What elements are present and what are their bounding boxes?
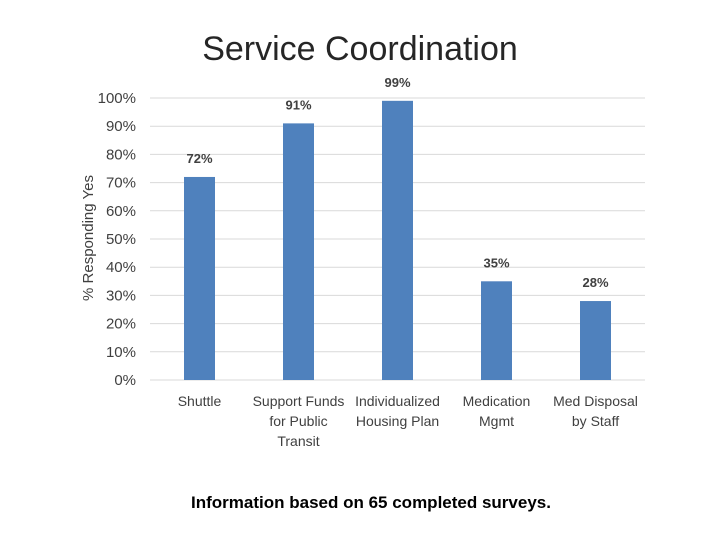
y-tick-label: 90% (106, 118, 136, 135)
data-labels: 72% 91% 99% 35% 28% (186, 75, 608, 290)
y-tick-label: 70% (106, 175, 136, 192)
y-tick-label: 0% (114, 372, 136, 389)
bars (184, 100, 611, 380)
y-tick-label: 10% (106, 344, 136, 361)
y-tick-label: 20% (106, 316, 136, 333)
data-label: 28% (582, 275, 608, 290)
x-category-line: Mgmt (479, 413, 514, 429)
x-category-line: Med Disposal (553, 393, 638, 409)
chart-title: Service Coordination (202, 30, 518, 68)
x-category-line: Medication (463, 393, 531, 409)
x-category-label: Med Disposal by Staff (553, 393, 638, 429)
data-label: 91% (285, 97, 311, 112)
y-tick-label: 80% (106, 146, 136, 163)
bar (481, 281, 512, 380)
bar (382, 100, 413, 380)
x-category-line: Housing Plan (356, 413, 439, 429)
x-category-line: Individualized (355, 393, 440, 409)
y-tick-label: 50% (106, 231, 136, 248)
y-tick-label: 100% (98, 90, 136, 107)
y-axis-label: % Responding Yes (80, 175, 97, 301)
data-label: 72% (186, 151, 212, 166)
x-category-line: for Public (269, 413, 327, 429)
y-tick-label: 40% (106, 259, 136, 276)
data-label: 35% (483, 255, 509, 270)
x-category-label: Support Funds for Public Transit (253, 393, 345, 449)
x-category-line: by Staff (572, 413, 619, 429)
x-category-line: Support Funds (253, 393, 345, 409)
bar (580, 301, 611, 380)
y-tick-label: 60% (106, 203, 136, 220)
x-axis-categories: Shuttle Support Funds for Public Transit Ind… (178, 393, 638, 449)
bar (184, 176, 215, 380)
x-category-label: Medication Mgmt (463, 393, 531, 429)
x-category-line: Shuttle (178, 393, 222, 409)
y-axis-ticks: 0% 10% 20% 30% 40% 50% 60% 70% 80% 90% 100% (98, 90, 136, 389)
bar (283, 123, 314, 380)
x-category-label: Individualized Housing Plan (355, 393, 440, 429)
footnote: Information based on 65 completed survey… (191, 493, 551, 512)
data-label: 99% (384, 75, 410, 90)
y-tick-label: 30% (106, 287, 136, 304)
x-category-label: Shuttle (178, 393, 222, 409)
x-category-line: Transit (277, 433, 319, 449)
